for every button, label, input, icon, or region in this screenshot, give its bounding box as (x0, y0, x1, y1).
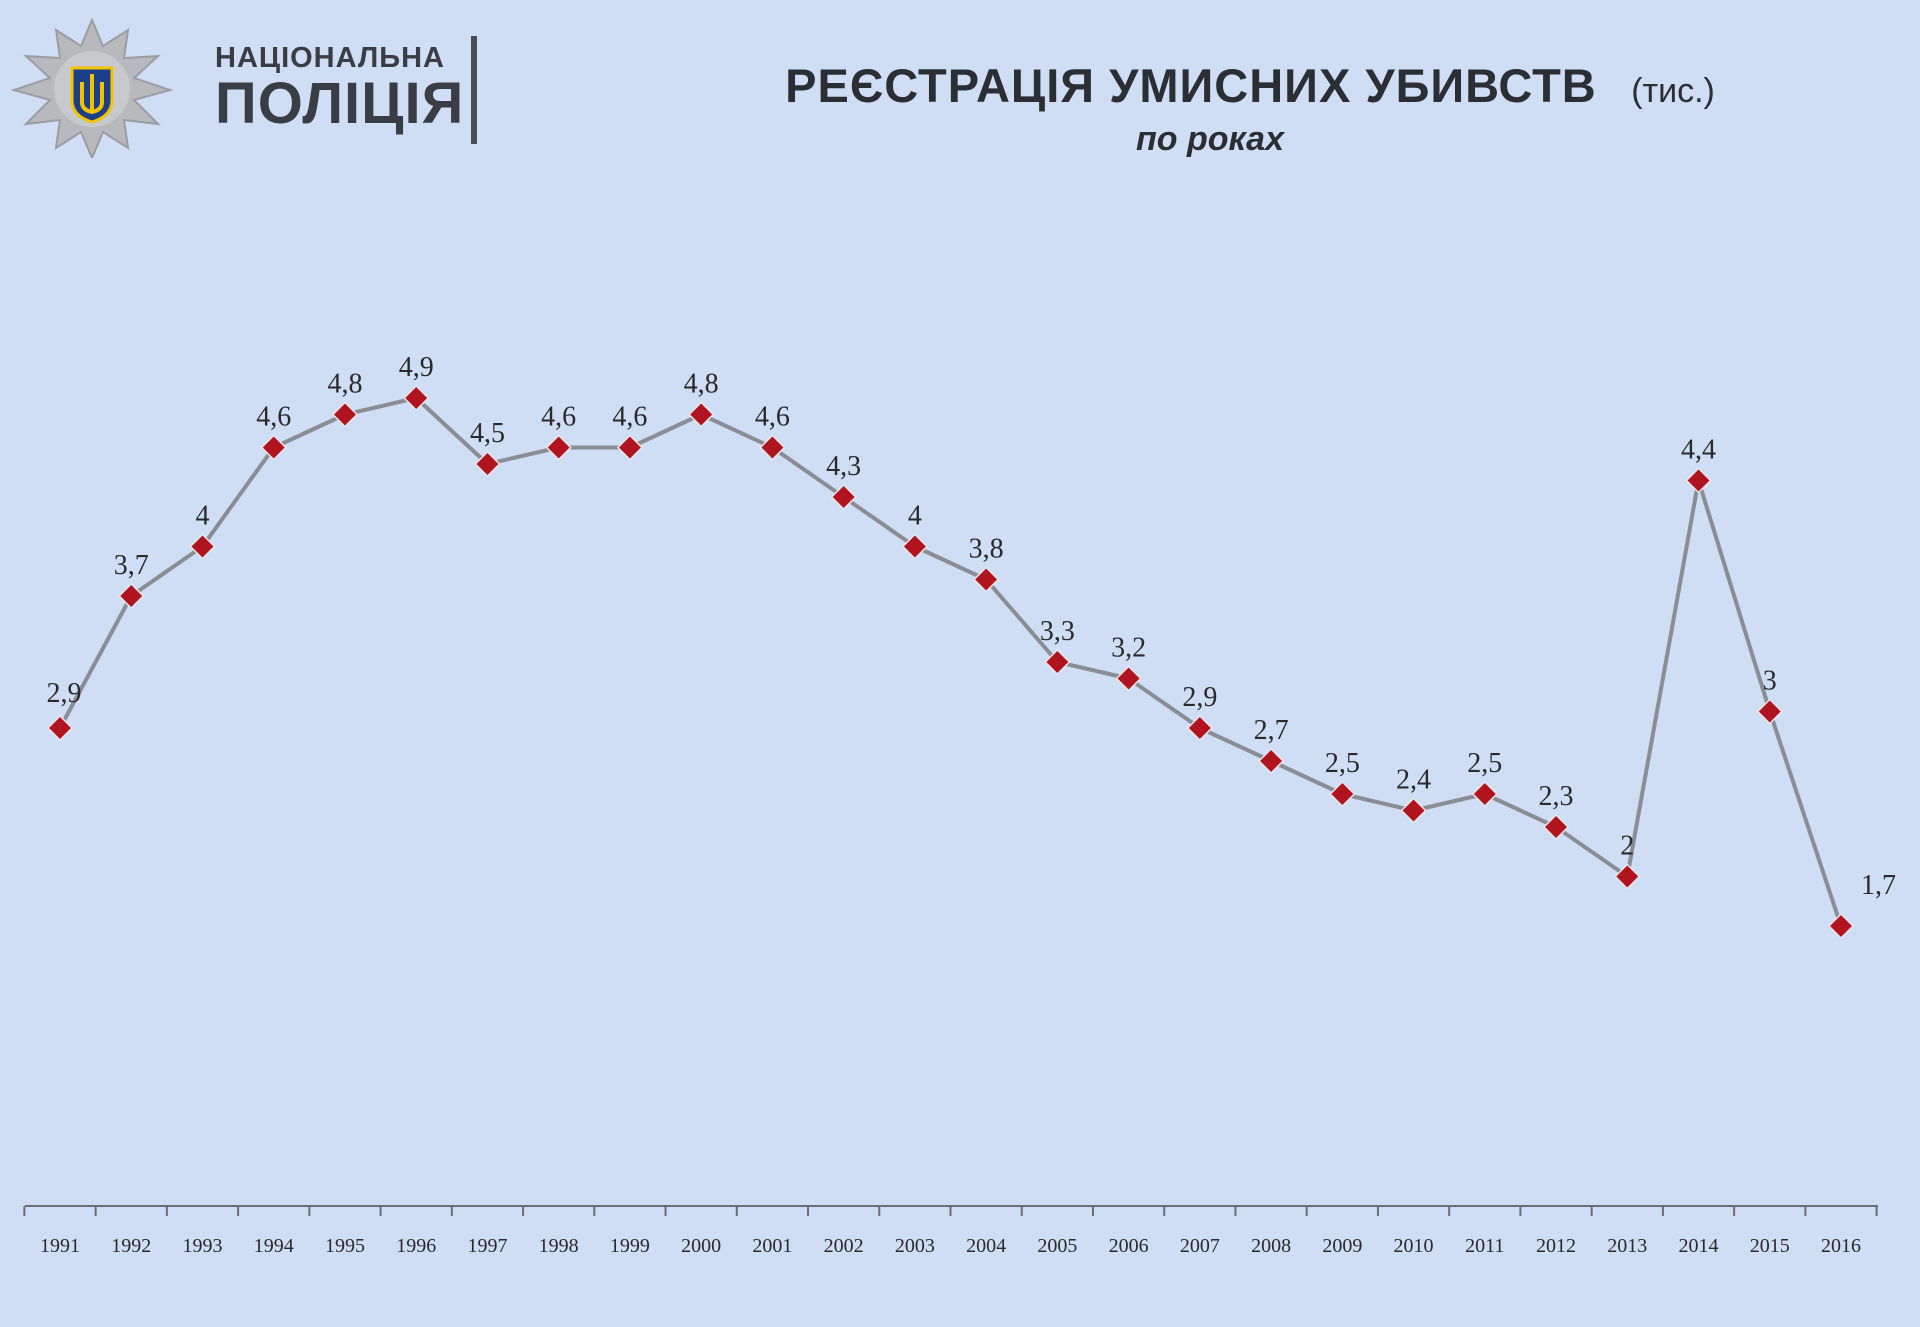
data-point-marker (1186, 714, 1213, 742)
x-tick-label: 2009 (1322, 1235, 1362, 1257)
data-point-marker (118, 582, 145, 610)
data-label: 2,5 (1325, 748, 1360, 779)
x-tick-label: 1999 (610, 1235, 650, 1257)
chart-subtitle: по роках (1136, 120, 1284, 158)
x-tick-label: 2001 (752, 1235, 792, 1257)
police-logo: НАЦІОНАЛЬНА ПОЛІЦІЯ (10, 18, 464, 158)
data-label: 2,5 (1467, 748, 1502, 779)
data-point-marker (1685, 467, 1712, 494)
data-label: 2,9 (1182, 682, 1217, 713)
chart-title: РЕЄСТРАЦІЯ УМИСНИХ УБИВСТВ (785, 59, 1597, 112)
data-point-marker (901, 533, 928, 560)
data-point-marker (46, 714, 74, 742)
data-point-marker (1756, 698, 1783, 725)
data-label: 2,7 (1254, 715, 1289, 746)
data-label: 4 (908, 501, 922, 532)
data-label: 2,3 (1539, 781, 1574, 812)
x-tick-label: 2016 (1821, 1235, 1861, 1257)
data-label: 4,9 (399, 352, 434, 383)
x-tick-label: 2015 (1750, 1235, 1790, 1257)
data-point-marker (260, 434, 287, 461)
data-label: 3 (1763, 666, 1777, 697)
x-tick-label: 2014 (1679, 1235, 1719, 1257)
data-label: 4,6 (612, 402, 647, 433)
x-tick-label: 1993 (182, 1235, 222, 1257)
data-point-marker (1614, 863, 1641, 890)
x-tick-label: 2013 (1607, 1235, 1647, 1257)
data-point-marker (973, 566, 1000, 593)
data-point-marker (1400, 797, 1427, 824)
data-point-marker (545, 434, 572, 461)
x-tick-label: 2012 (1536, 1235, 1576, 1257)
chart-title-block: РЕЄСТРАЦІЯ УМИСНИХ УБИВСТВ (тис.) (700, 58, 1800, 113)
x-tick-label: 1995 (325, 1235, 365, 1257)
data-point-marker (1115, 665, 1142, 692)
data-point-marker (189, 533, 216, 560)
police-logo-text: НАЦІОНАЛЬНА ПОЛІЦІЯ (215, 41, 465, 136)
police-star-icon (10, 18, 174, 158)
data-point-marker (403, 384, 430, 412)
x-tick-label: 1996 (396, 1235, 436, 1257)
data-label: 3,8 (969, 534, 1004, 565)
data-label: 2 (1620, 831, 1634, 862)
data-label: 2,9 (47, 678, 82, 709)
data-label: 3,3 (1040, 616, 1075, 647)
data-label: 4,6 (755, 402, 790, 433)
x-tick-label: 2000 (681, 1235, 721, 1257)
data-label: 2,4 (1396, 765, 1431, 796)
logo-line2: ПОЛІЦІЯ (215, 70, 465, 136)
logo-line1: НАЦІОНАЛЬНА (215, 41, 446, 74)
data-point-marker (688, 401, 715, 428)
data-label: 4,5 (470, 418, 505, 449)
data-point-marker (1258, 747, 1285, 775)
data-point-marker (1471, 780, 1498, 808)
data-point-marker (1044, 648, 1071, 676)
data-point-marker (474, 450, 501, 478)
data-point-marker (759, 434, 786, 461)
x-tick-label: 1998 (539, 1235, 579, 1257)
data-label: 1,7 (1861, 870, 1896, 901)
x-tick-label: 2004 (966, 1235, 1006, 1257)
data-point-marker (616, 434, 643, 461)
data-label: 3,2 (1111, 633, 1146, 664)
x-tick-label: 2006 (1109, 1235, 1149, 1257)
x-tick-label: 2007 (1180, 1235, 1220, 1257)
data-label: 4 (195, 501, 209, 532)
series-line (58, 396, 1843, 927)
data-point-marker (1329, 780, 1356, 808)
data-point-marker (1827, 912, 1855, 940)
x-tick-label: 1991 (40, 1235, 80, 1257)
data-point-marker (331, 401, 359, 428)
x-tick-label: 2008 (1251, 1235, 1291, 1257)
data-label: 4,6 (256, 402, 291, 433)
data-point-marker (1542, 813, 1570, 841)
data-label: 4,3 (826, 451, 861, 482)
data-label: 4,6 (541, 402, 576, 433)
x-tick-label: 2003 (895, 1235, 935, 1257)
x-tick-label: 1994 (254, 1235, 294, 1257)
data-label: 4,8 (684, 369, 719, 400)
x-tick-label: 2002 (824, 1235, 864, 1257)
x-tick-label: 1992 (111, 1235, 151, 1257)
x-tick-label: 2010 (1394, 1235, 1434, 1257)
x-tick-label: 2005 (1037, 1235, 1077, 1257)
data-label: 4,8 (327, 369, 362, 400)
data-label: 4,4 (1681, 435, 1716, 466)
x-tick-label: 1997 (467, 1235, 507, 1257)
logo-divider (471, 36, 477, 144)
x-tick-label: 2011 (1465, 1235, 1504, 1257)
data-point-marker (830, 483, 857, 511)
data-label: 3,7 (114, 550, 149, 581)
chart-unit: (тис.) (1631, 72, 1715, 110)
